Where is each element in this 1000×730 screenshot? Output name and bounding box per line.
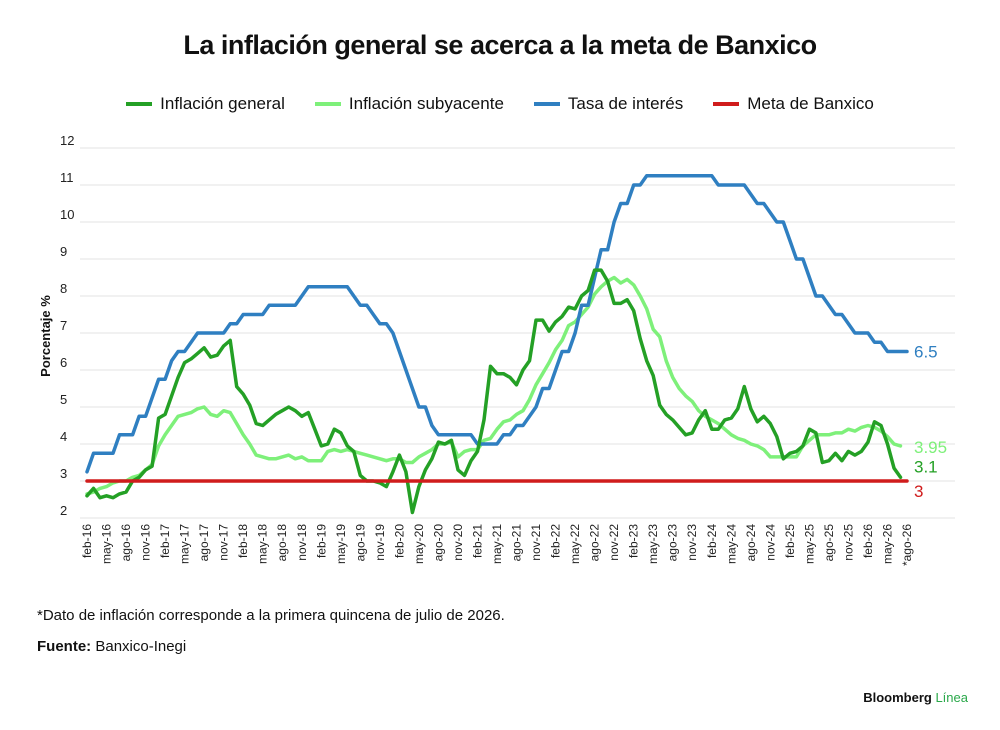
x-tick-label: feb-17 — [158, 524, 172, 558]
brand-logo: Bloomberg Línea — [863, 690, 968, 705]
y-tick-label: 5 — [60, 392, 67, 407]
x-tick-label: ago-19 — [353, 524, 367, 562]
legend-label: Inflación general — [160, 94, 285, 113]
x-tick-label: may-18 — [256, 524, 270, 564]
x-tick-label: feb-18 — [236, 524, 250, 558]
x-tick-label: ago-20 — [431, 524, 445, 562]
series-end-label: 6.5 — [914, 343, 938, 362]
chart-footnote: *Dato de inflación corresponde a la prim… — [37, 607, 505, 624]
x-tick-label: feb-24 — [705, 524, 719, 558]
y-tick-label: 4 — [60, 429, 67, 444]
legend-item: Meta de Banxico — [713, 94, 874, 114]
y-tick-label: 7 — [60, 318, 67, 333]
x-tick-label: ago-17 — [197, 524, 211, 562]
brand-suffix: Línea — [935, 690, 968, 705]
x-tick-label: nov-18 — [295, 524, 309, 561]
x-tick-label: may-20 — [412, 524, 426, 564]
x-tick-label: feb-22 — [549, 524, 563, 558]
x-tick-label: may-25 — [802, 524, 816, 564]
x-tick-label: may-21 — [490, 524, 504, 564]
series-end-label: 3.95 — [914, 438, 947, 457]
legend-swatch — [126, 102, 153, 106]
x-tick-label: feb-21 — [470, 524, 484, 558]
x-tick-label: may-24 — [724, 524, 738, 564]
x-tick-label: *ago-26 — [900, 524, 914, 566]
y-tick-label: 6 — [60, 355, 67, 370]
x-tick-label: ago-25 — [822, 524, 836, 562]
x-tick-label: may-16 — [100, 524, 114, 564]
series-line — [85, 275, 903, 496]
y-tick-label: 10 — [60, 207, 74, 222]
y-tick-label: 12 — [60, 133, 74, 148]
x-tick-label: nov-16 — [139, 524, 153, 561]
source-label: Fuente: — [37, 638, 92, 655]
x-tick-label: feb-26 — [861, 524, 875, 558]
x-tick-label: nov-25 — [841, 524, 855, 561]
legend-swatch — [713, 102, 740, 106]
x-tick-label: may-17 — [178, 524, 192, 564]
legend-label: Meta de Banxico — [747, 94, 874, 113]
series-end-label: 3.1 — [914, 457, 938, 476]
series-line — [85, 268, 903, 515]
legend-item: Inflación subyacente — [314, 94, 504, 114]
x-tick-label: nov-19 — [373, 524, 387, 561]
series-line — [85, 174, 909, 474]
y-tick-label: 3 — [60, 466, 67, 481]
x-tick-label: ago-23 — [666, 524, 680, 562]
x-tick-label: may-22 — [568, 524, 582, 564]
legend-swatch — [533, 102, 560, 106]
chart-legend: Inflación general Inflación subyacente Tas… — [0, 94, 1000, 114]
legend-swatch — [314, 102, 341, 106]
legend-label: Inflación subyacente — [348, 94, 504, 113]
x-tick-label: nov-22 — [607, 524, 621, 561]
x-tick-label: may-26 — [880, 524, 894, 564]
y-tick-label: 9 — [60, 244, 67, 259]
y-tick-label: 2 — [60, 503, 67, 518]
y-axis-label: Porcentaje % — [38, 295, 53, 377]
series-end-label: 3 — [914, 482, 923, 501]
x-tick-label: nov-24 — [763, 524, 777, 561]
source-text: Banxico-Inegi — [95, 638, 187, 655]
x-tick-label: nov-17 — [217, 524, 231, 561]
chart-title: La inflación general se acerca a la meta… — [183, 30, 817, 60]
x-tick-label: may-19 — [334, 524, 348, 564]
y-tick-label: 11 — [60, 170, 74, 185]
y-tick-label: 8 — [60, 281, 67, 296]
x-tick-label: may-23 — [646, 524, 660, 564]
x-tick-label: feb-20 — [392, 524, 406, 558]
x-tick-label: ago-18 — [275, 524, 289, 562]
brand-name: Bloomberg — [863, 690, 932, 705]
x-tick-label: feb-23 — [627, 524, 641, 558]
x-tick-label: ago-22 — [588, 524, 602, 562]
x-tick-label: nov-20 — [451, 524, 465, 561]
chart-plot: 2 3 4 5 6 7 8 9 10 11 12 Porcentaje % feb-16 may-16 ag… — [38, 133, 955, 566]
x-tick-label: nov-23 — [685, 524, 699, 561]
x-tick-label: ago-21 — [510, 524, 524, 562]
legend-label: Tasa de interés — [567, 94, 684, 113]
x-tick-label: feb-25 — [783, 524, 797, 558]
legend-item: Tasa de interés — [533, 94, 684, 114]
legend-item: Inflación general — [126, 94, 285, 114]
x-tick-label: feb-16 — [80, 524, 94, 558]
x-tick-label: ago-24 — [744, 524, 758, 562]
x-tick-label: nov-21 — [529, 524, 543, 561]
x-tick-label: feb-19 — [314, 524, 328, 558]
chart-source: Fuente: Banxico-Inegi — [37, 638, 186, 655]
x-tick-label: ago-16 — [119, 524, 133, 562]
